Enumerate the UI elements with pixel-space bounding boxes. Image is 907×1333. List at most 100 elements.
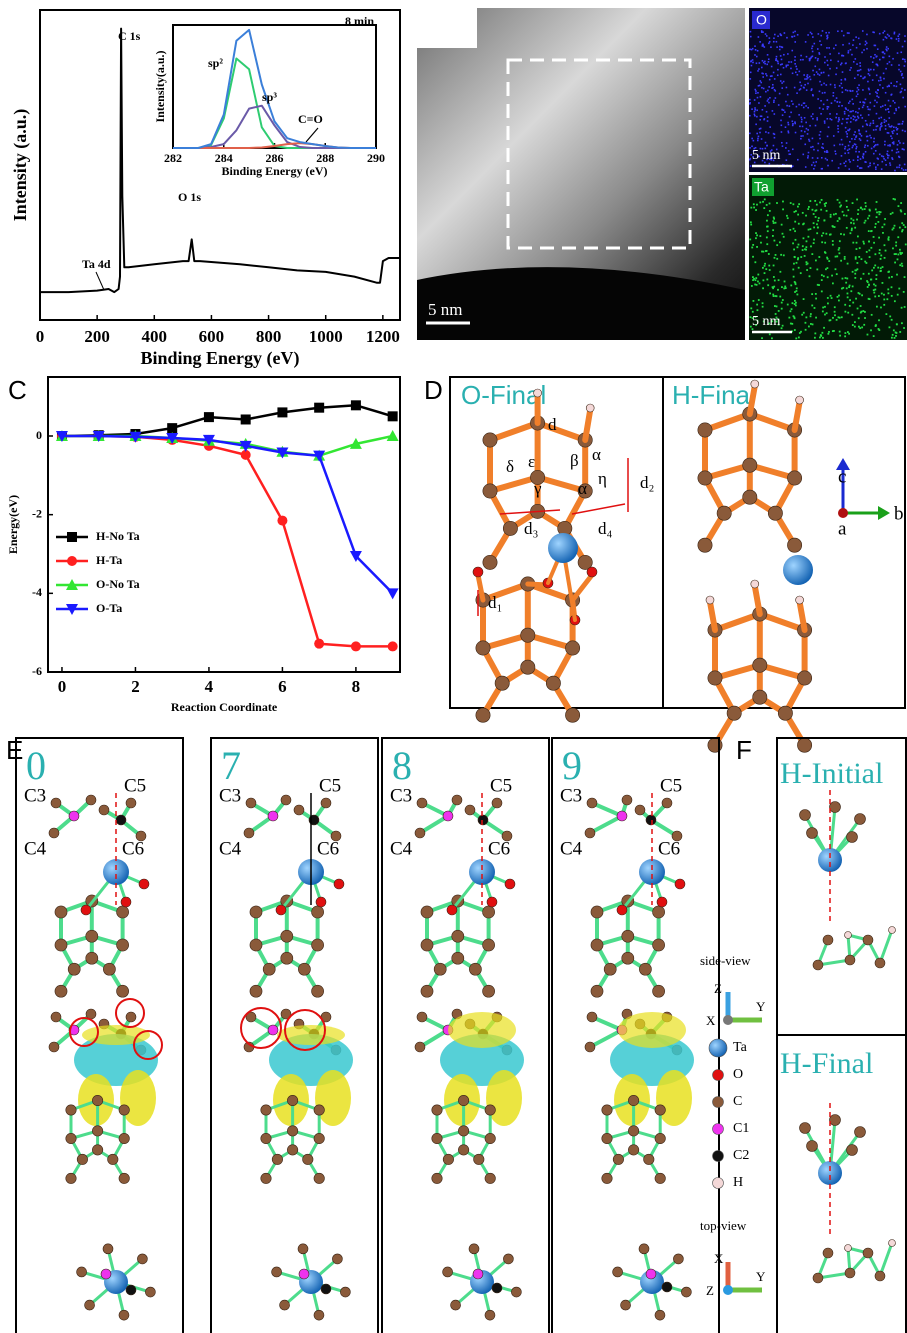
eds-dot xyxy=(838,117,840,119)
atom xyxy=(117,985,129,997)
eds-dot xyxy=(899,142,901,144)
eds-dot xyxy=(880,79,882,81)
eds-dot xyxy=(847,109,849,111)
eds-dot xyxy=(788,150,790,152)
eds-dot xyxy=(788,317,790,319)
eds-dot xyxy=(849,141,851,143)
eds-dot xyxy=(806,240,808,242)
eds-dot xyxy=(859,133,861,135)
atom xyxy=(92,1126,102,1136)
eds-dot xyxy=(819,74,821,76)
eds-dot xyxy=(859,43,861,45)
eds-dot xyxy=(842,287,844,289)
eds-dot xyxy=(870,137,872,139)
eds-dot xyxy=(828,126,830,128)
eds-dot xyxy=(896,167,898,169)
eds-dot xyxy=(834,100,836,102)
atom xyxy=(502,831,512,841)
eds-dot xyxy=(845,62,847,64)
eds-dot xyxy=(819,138,821,140)
eds-dot xyxy=(755,209,757,211)
eds-dot xyxy=(779,93,781,95)
eds-dot xyxy=(884,119,886,121)
eds-dot xyxy=(902,97,904,99)
eds-dot xyxy=(817,227,819,229)
eds-dot xyxy=(888,292,890,294)
eds-dot xyxy=(761,67,763,69)
eds-dot xyxy=(885,92,887,94)
eds-dot xyxy=(827,276,829,278)
atom xyxy=(586,404,594,412)
atom xyxy=(421,939,433,951)
eds-dot xyxy=(828,47,830,49)
eds-dot xyxy=(845,161,847,163)
atom xyxy=(753,690,767,704)
eds-dot xyxy=(845,108,847,110)
eds-dot xyxy=(833,48,835,50)
x-tick-label: 1000 xyxy=(309,327,343,346)
eds-dot xyxy=(759,201,761,203)
eds-dot xyxy=(868,241,870,243)
eds-dot xyxy=(780,254,782,256)
eds-dot xyxy=(883,299,885,301)
eds-dot xyxy=(815,293,817,295)
eds-dot xyxy=(762,44,764,46)
eds-dot xyxy=(860,207,862,209)
x-tick-label: 288 xyxy=(316,151,334,165)
eds-dot xyxy=(873,283,875,285)
eds-dot xyxy=(799,71,801,73)
eds-dot xyxy=(854,321,856,323)
eds-dot xyxy=(881,155,883,157)
eds-dot xyxy=(887,271,889,273)
eds-dot xyxy=(826,159,828,161)
eds-dot xyxy=(817,220,819,222)
eds-dot xyxy=(775,254,777,256)
eds-dot xyxy=(848,152,850,154)
eds-dot xyxy=(815,216,817,218)
eds-dot xyxy=(773,217,775,219)
eds-dot xyxy=(834,306,836,308)
eds-dot xyxy=(857,236,859,238)
eds-dot xyxy=(797,159,799,161)
atom xyxy=(800,810,811,821)
eds-dot xyxy=(870,56,872,58)
eds-dot xyxy=(811,48,813,50)
eds-dot xyxy=(816,269,818,271)
eds-dot xyxy=(890,105,892,107)
y-tick-label: 0 xyxy=(36,428,42,442)
eds-dot xyxy=(756,133,758,135)
eds-dot xyxy=(776,306,778,308)
atom xyxy=(434,963,446,975)
eds-dot xyxy=(781,109,783,111)
eds-dot xyxy=(846,215,848,217)
atom xyxy=(312,985,324,997)
eds-dot xyxy=(776,202,778,204)
eds-dot xyxy=(789,105,791,107)
eds-dot xyxy=(878,295,880,297)
eds-dot xyxy=(781,142,783,144)
eds-dot xyxy=(762,109,764,111)
panel-label: D xyxy=(424,375,443,405)
eds-dot xyxy=(904,213,906,215)
eds-dot xyxy=(850,218,852,220)
eds-dot xyxy=(875,325,877,327)
eds-dot xyxy=(868,298,870,300)
eds-dot xyxy=(856,96,858,98)
eds-dot xyxy=(902,58,904,60)
eds-dot xyxy=(805,215,807,217)
eds-dot xyxy=(880,307,882,309)
annotation: C 1s xyxy=(118,29,141,43)
eds-dot xyxy=(853,119,855,121)
eds-dot xyxy=(769,333,771,335)
eds-dot xyxy=(808,206,810,208)
eds-dot xyxy=(839,144,841,146)
eds-dot xyxy=(781,224,783,226)
eds-dot xyxy=(863,324,865,326)
eds-dot xyxy=(823,220,825,222)
legend-swatch xyxy=(713,1070,724,1081)
eds-dot xyxy=(768,58,770,60)
eds-dot xyxy=(810,315,812,317)
eds-dot xyxy=(806,76,808,78)
eds-dot xyxy=(787,217,789,219)
eds-dot xyxy=(798,114,800,116)
